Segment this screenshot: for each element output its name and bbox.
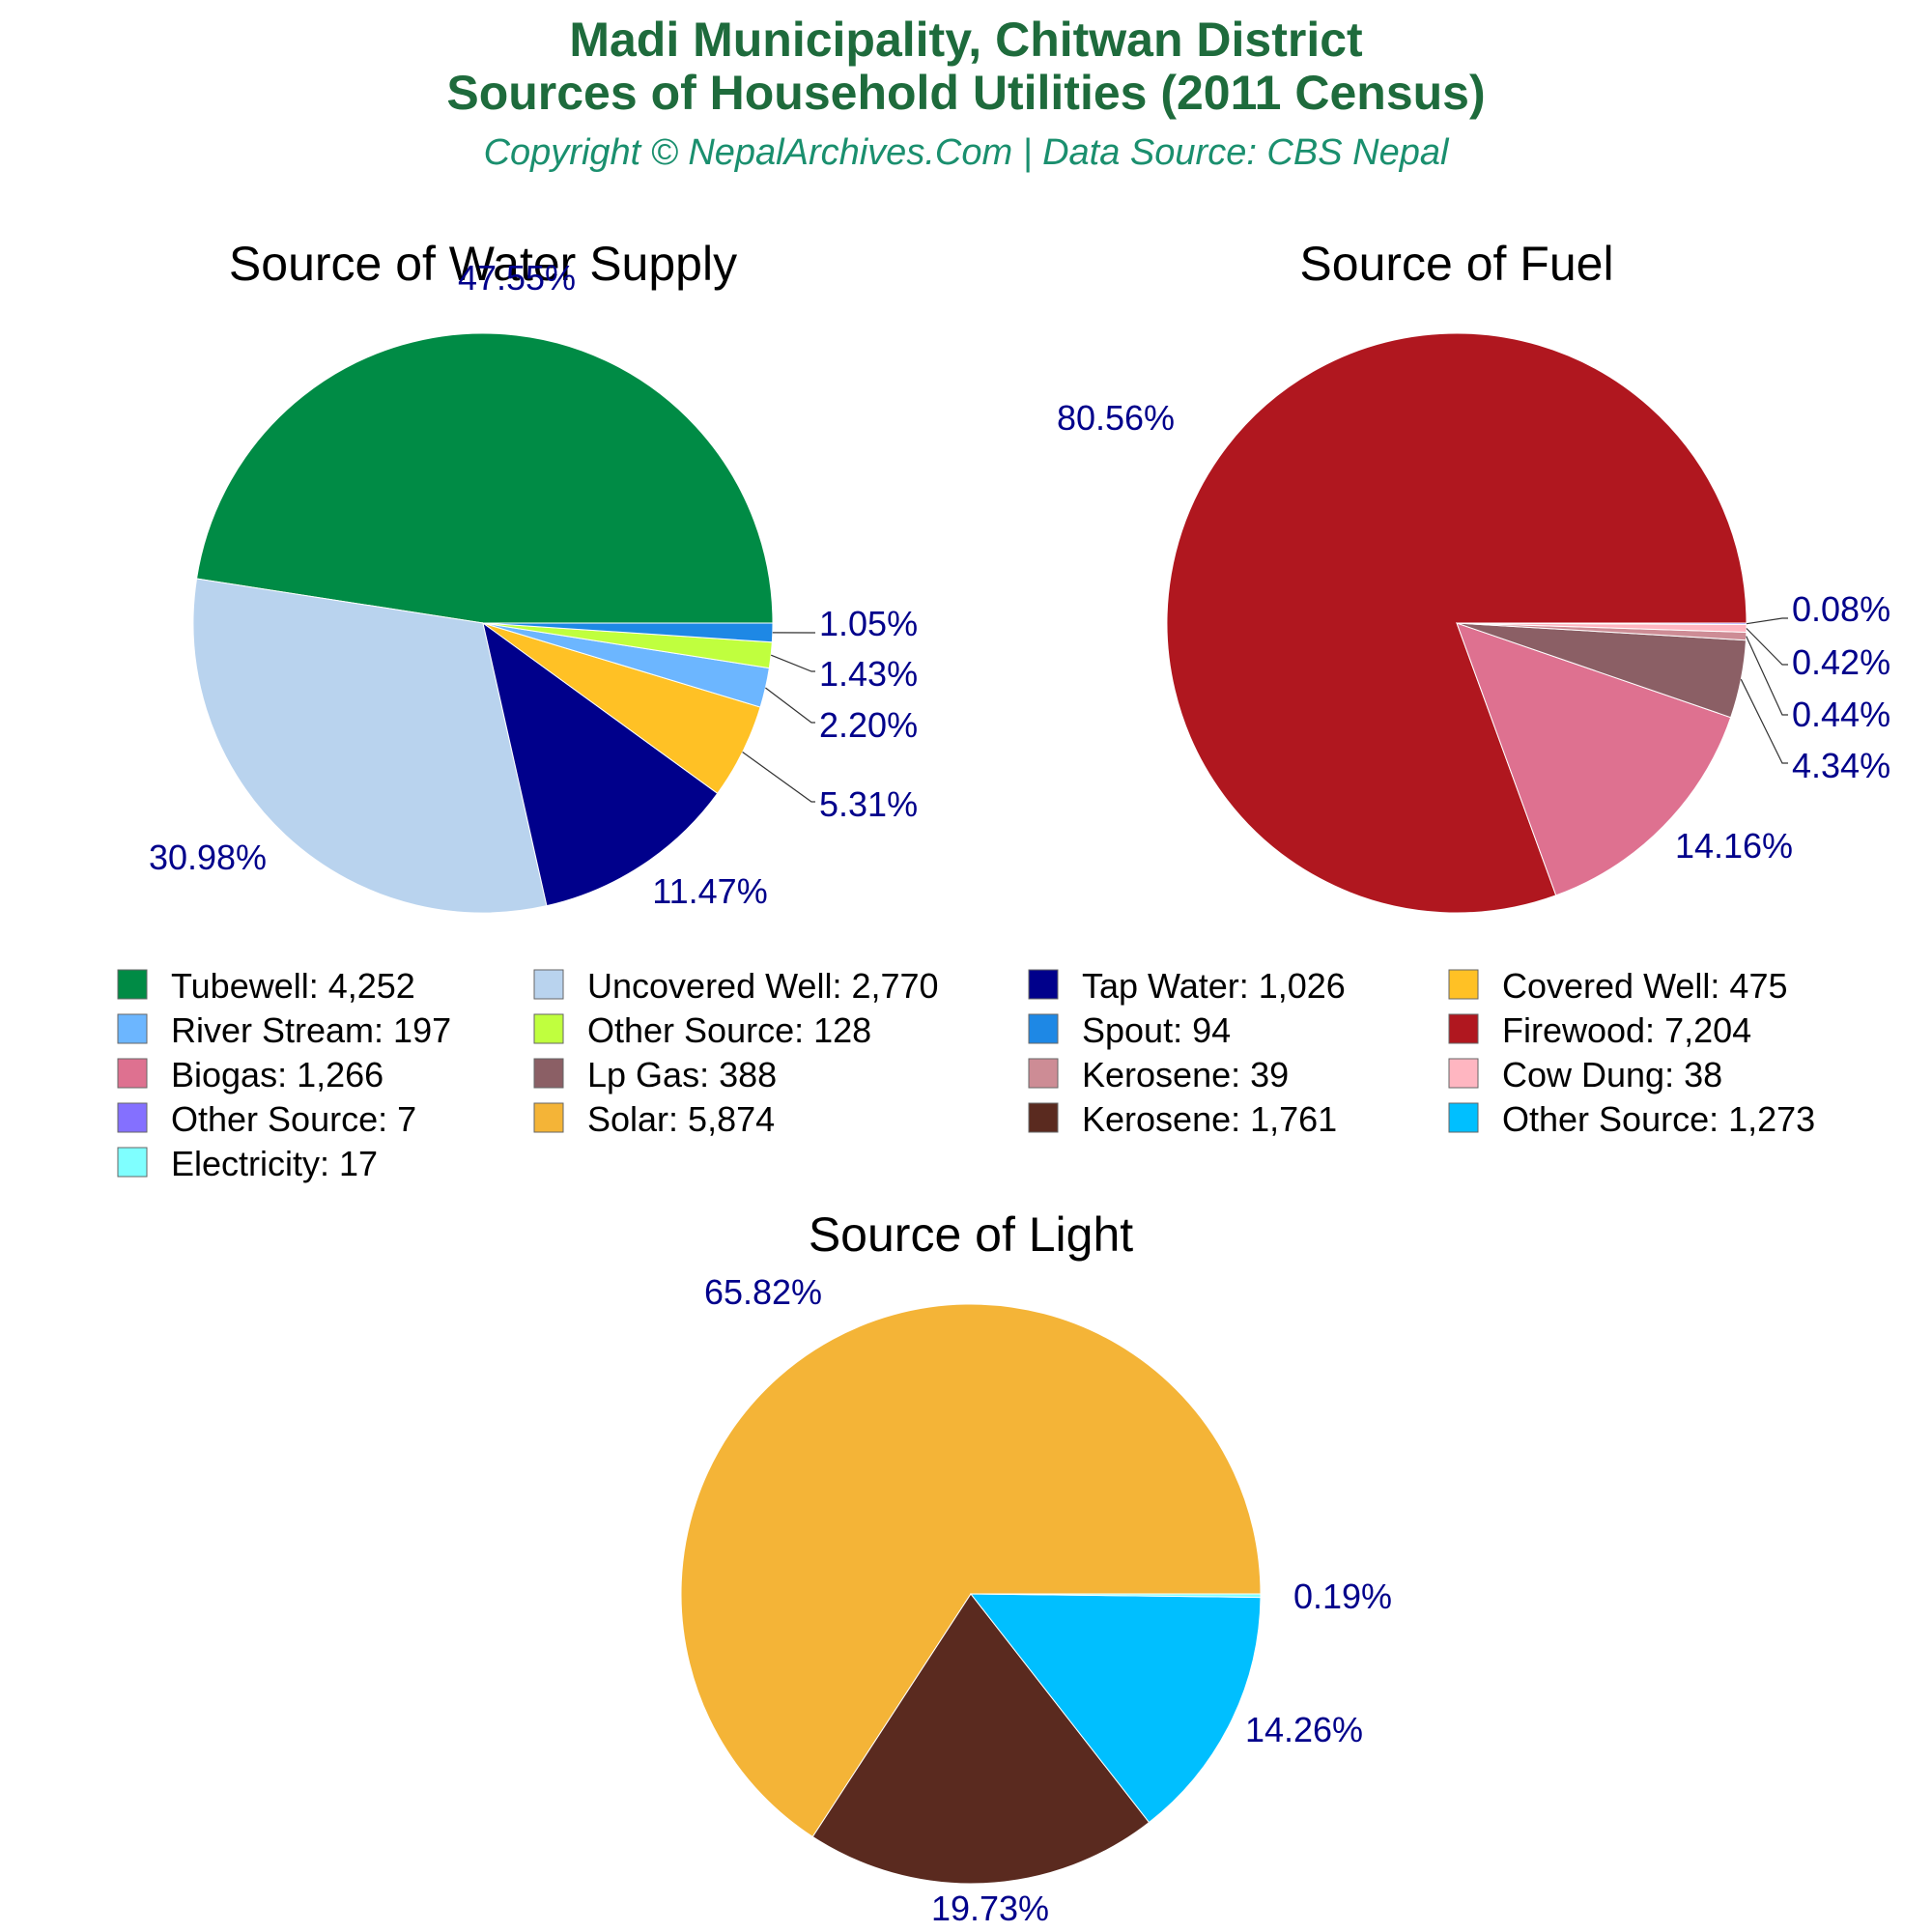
- legend-swatch-9: [533, 1058, 564, 1089]
- pct-label-other-source: 1.43%: [819, 654, 918, 694]
- pie-title-fuel: Source of Fuel: [1299, 237, 1613, 291]
- legend-swatch-0: [117, 969, 148, 1000]
- legend-swatch-11: [1448, 1058, 1479, 1089]
- pct-label-other-source: 0.08%: [1792, 589, 1890, 629]
- slice-electricity: [970, 1593, 1262, 1599]
- legend-label-16: Electricity: 17: [171, 1144, 378, 1183]
- slice-other-source: [969, 1593, 1262, 1824]
- legend-swatch-10: [1028, 1058, 1059, 1089]
- legend-swatch-13: [533, 1102, 564, 1133]
- pct-label-biogas: 14.16%: [1675, 826, 1793, 866]
- leader-line-covered-well: [742, 752, 815, 803]
- legend-swatch-16: [117, 1147, 148, 1178]
- leader-line-cow-dung: [1746, 628, 1788, 666]
- pct-label-solar: 65.82%: [704, 1272, 822, 1312]
- pie-light: 65.82% 19.73% 14.26% 0.19%: [680, 1272, 1392, 1928]
- pct-label-kerosene: 19.73%: [931, 1889, 1049, 1928]
- legend-label-2: Tap Water: 1,026: [1082, 966, 1346, 1006]
- pct-label-spout: 1.05%: [819, 604, 918, 643]
- pct-label-lp-gas: 4.34%: [1792, 746, 1890, 785]
- legend-label-13: Solar: 5,874: [587, 1099, 775, 1139]
- legend-swatch-3: [1448, 969, 1479, 1000]
- leader-line-other-source: [770, 654, 815, 672]
- legend-label-1: Uncovered Well: 2,770: [587, 966, 939, 1006]
- pie-water-supply: 47.55% 30.98% 11.47% 5.31% 2.20% 1.43% 1.05%: [149, 258, 918, 914]
- pie-fuel: 80.56% 14.16% 4.34% 0.44% 0.42% 0.08%: [1057, 332, 1890, 914]
- slice-other-source: [1456, 622, 1747, 625]
- legend-label-0: Tubewell: 4,252: [171, 966, 415, 1006]
- pct-label-uncovered-well: 30.98%: [149, 838, 267, 877]
- legend-label-12: Other Source: 7: [171, 1099, 416, 1139]
- legend-swatch-6: [1028, 1013, 1059, 1044]
- leader-line-other-source: [1746, 617, 1788, 625]
- legend-swatch-7: [1448, 1013, 1479, 1044]
- legend-label-10: Kerosene: 39: [1082, 1055, 1289, 1094]
- pct-label-other-source: 14.26%: [1245, 1710, 1363, 1749]
- leader-line-lp-gas: [1740, 678, 1788, 764]
- legend-swatch-5: [533, 1013, 564, 1044]
- pct-label-kerosene: 0.44%: [1792, 695, 1890, 734]
- legend-label-4: River Stream: 197: [171, 1010, 451, 1050]
- pct-label-river-stream: 2.20%: [819, 705, 918, 745]
- leader-line-kerosene: [1746, 636, 1788, 716]
- legend-label-8: Biogas: 1,266: [171, 1055, 384, 1094]
- pct-label-covered-well: 5.31%: [819, 784, 918, 824]
- pct-label-cow-dung: 0.42%: [1792, 642, 1890, 682]
- legend-label-11: Cow Dung: 38: [1502, 1055, 1722, 1094]
- title-line-2: Sources of Household Utilities (2011 Cen…: [446, 66, 1485, 120]
- legend-label-3: Covered Well: 475: [1502, 966, 1788, 1006]
- pct-label-tubewell: 47.55%: [458, 258, 576, 298]
- legend-label-5: Other Source: 128: [587, 1010, 871, 1050]
- pct-label-firewood: 80.56%: [1057, 398, 1175, 438]
- legend-label-9: Lp Gas: 388: [587, 1055, 777, 1094]
- legend-label-7: Firewood: 7,204: [1502, 1010, 1751, 1050]
- legend-label-14: Kerosene: 1,761: [1082, 1099, 1337, 1139]
- slice-tap-water: [482, 621, 719, 907]
- legend: Tubewell: 4,252 Uncovered Well: 2,770 Tap …: [117, 966, 1815, 1183]
- legend-swatch-14: [1028, 1102, 1059, 1133]
- legend-swatch-15: [1448, 1102, 1479, 1133]
- legend-swatch-1: [533, 969, 564, 1000]
- title-line-1: Madi Municipality, Chitwan District: [569, 13, 1363, 67]
- pct-label-electricity: 0.19%: [1293, 1577, 1392, 1616]
- legend-swatch-12: [117, 1102, 148, 1133]
- pie-title-water: Source of Water Supply: [229, 237, 737, 291]
- slice-kerosene: [811, 1593, 1151, 1885]
- legend-label-15: Other Source: 1,273: [1502, 1099, 1815, 1139]
- subtitle: Copyright © NepalArchives.Com | Data Sou…: [484, 132, 1450, 173]
- slice-tubewell: [195, 332, 774, 624]
- legend-swatch-2: [1028, 969, 1059, 1000]
- pie-title-light: Source of Light: [809, 1208, 1133, 1262]
- slice-biogas: [1456, 622, 1732, 896]
- slice-uncovered-well: [192, 578, 548, 914]
- leader-line-river-stream: [765, 687, 815, 724]
- legend-label-6: Spout: 94: [1082, 1010, 1231, 1050]
- pct-label-tap-water: 11.47%: [652, 871, 767, 911]
- legend-swatch-8: [117, 1058, 148, 1089]
- legend-swatch-4: [117, 1013, 148, 1044]
- slice-solar: [680, 1303, 1262, 1838]
